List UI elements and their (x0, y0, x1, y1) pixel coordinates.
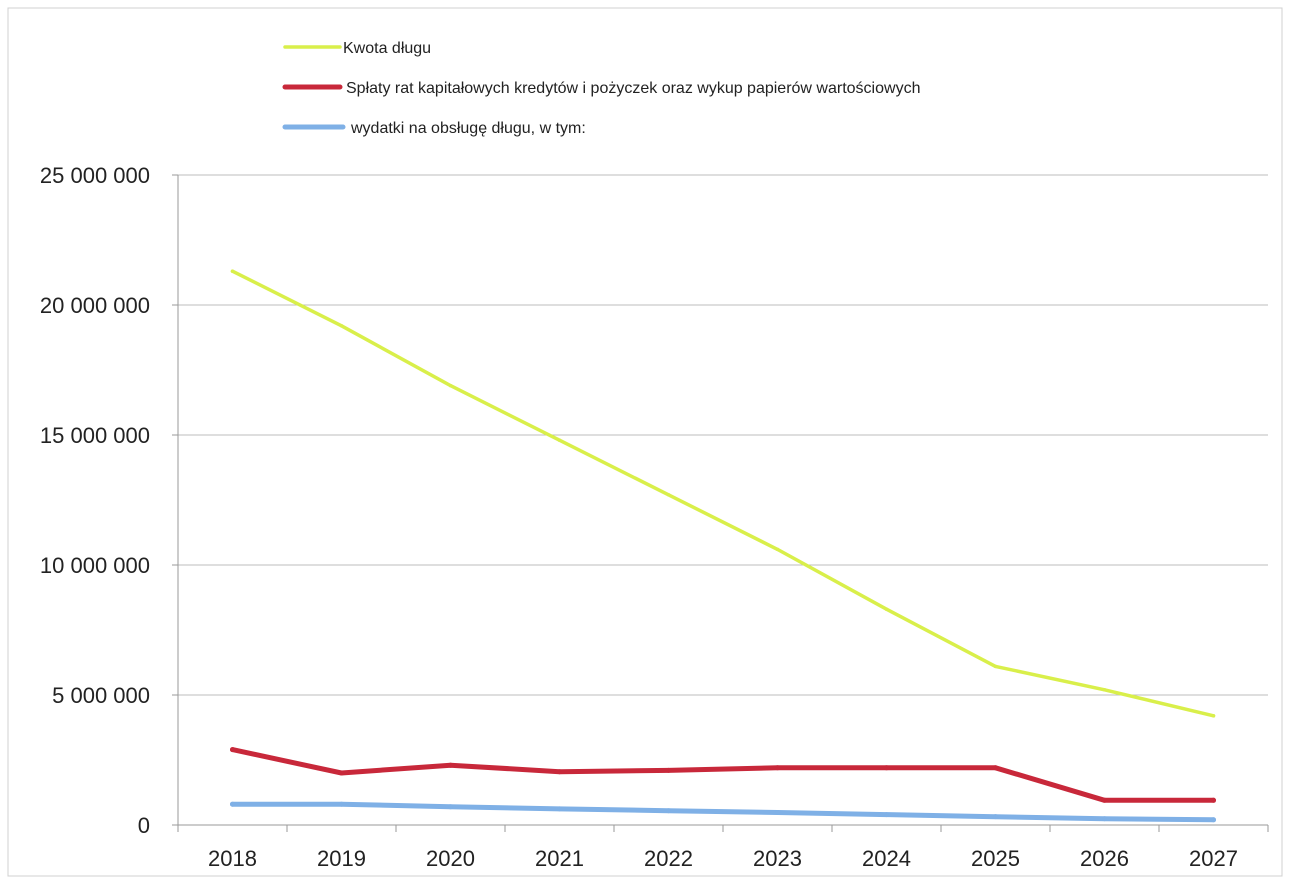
data-point (557, 438, 562, 442)
x-tick-label: 2027 (1189, 846, 1238, 871)
data-point (1211, 714, 1216, 718)
y-tick-label: 5 000 000 (52, 683, 150, 708)
data-point (1102, 797, 1107, 803)
gridlines (178, 174, 1268, 696)
data-point (230, 269, 235, 273)
legend: Kwota długu Spłaty rat kapitałowych kredy… (282, 40, 920, 137)
x-tick-label: 2019 (317, 846, 366, 871)
x-tick-label: 2022 (644, 846, 693, 871)
data-point (557, 769, 562, 775)
data-point (1102, 816, 1107, 822)
data-point (448, 383, 453, 388)
x-tick-label: 2020 (426, 846, 475, 871)
legend-label-3: wydatki na obsługę długu, w tym: (350, 120, 586, 137)
y-tick-label: 20 000 000 (40, 293, 150, 318)
x-tick-label: 2024 (862, 846, 911, 871)
x-tick-label: 2025 (971, 846, 1020, 871)
data-point (1102, 688, 1107, 692)
x-tick-label: 2026 (1080, 846, 1129, 871)
data-point (993, 664, 998, 669)
data-point (775, 810, 780, 816)
x-tick-label: 2023 (753, 846, 802, 871)
series-line-2 (230, 747, 1216, 803)
data-point (993, 814, 998, 820)
chart-frame (7, 7, 1283, 877)
data-point (884, 812, 889, 818)
data-point (557, 806, 562, 812)
y-tick-label: 10 000 000 (40, 553, 150, 578)
axes: 0 5 000 000 10 000 000 15 000 000 20 000 000… (40, 163, 1269, 871)
data-point (1211, 797, 1216, 803)
series-lines (230, 269, 1216, 823)
data-point (1211, 817, 1216, 823)
legend-label-2: Spłaty rat kapitałowych kredytów i pożyc… (346, 80, 920, 97)
data-point (993, 765, 998, 771)
data-point (339, 801, 344, 807)
data-point (448, 762, 453, 768)
data-point (884, 607, 889, 611)
data-point (230, 747, 235, 753)
data-point (666, 767, 671, 773)
series-line-1 (230, 269, 1216, 718)
data-point (666, 808, 671, 814)
legend-label-1: Kwota długu (343, 40, 431, 57)
data-point (666, 493, 671, 497)
data-point (230, 801, 235, 807)
data-point (448, 804, 453, 810)
y-tick-label: 25 000 000 (40, 163, 150, 188)
x-tick-label: 2018 (208, 846, 257, 871)
data-point (339, 324, 344, 328)
series-line-3 (230, 801, 1216, 823)
y-tick-label: 15 000 000 (40, 423, 150, 448)
data-point (884, 765, 889, 771)
data-point (775, 765, 780, 771)
y-tick-label: 0 (138, 813, 150, 838)
data-point (775, 547, 780, 552)
data-point (339, 770, 344, 776)
x-tick-label: 2021 (535, 846, 584, 871)
